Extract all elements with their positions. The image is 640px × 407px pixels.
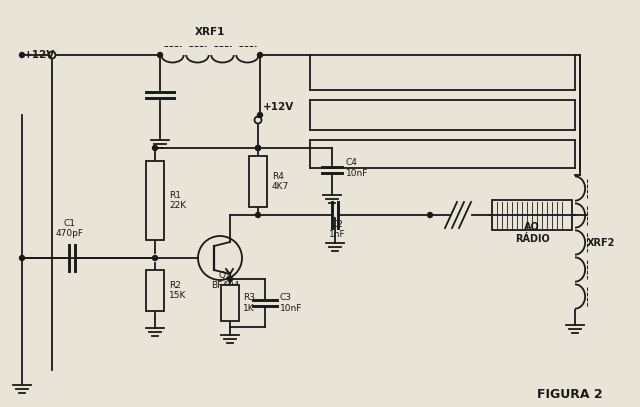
Circle shape [428, 212, 433, 217]
Circle shape [257, 53, 262, 57]
Text: R4
4K7: R4 4K7 [272, 172, 289, 191]
Text: +12V: +12V [24, 50, 55, 60]
Text: C2
1nF: C2 1nF [329, 220, 346, 239]
Text: XRF2: XRF2 [587, 238, 616, 247]
Text: R2
15K: R2 15K [169, 281, 186, 300]
Circle shape [152, 145, 157, 151]
Circle shape [152, 256, 157, 260]
Text: R3
1K: R3 1K [243, 293, 255, 313]
Text: +12V: +12V [263, 102, 294, 112]
Bar [221, 285, 239, 321]
Bar [249, 156, 267, 207]
Text: AO
RÁDIO: AO RÁDIO [515, 222, 549, 244]
Circle shape [227, 276, 232, 282]
Circle shape [19, 53, 24, 57]
Text: C3
10nF: C3 10nF [280, 293, 302, 313]
Text: FIGURA 2: FIGURA 2 [537, 389, 603, 401]
Text: Q1
BF494: Q1 BF494 [211, 271, 239, 290]
Circle shape [255, 145, 260, 151]
Bar [146, 161, 164, 241]
Circle shape [257, 112, 262, 118]
Text: C1
470pF: C1 470pF [56, 219, 84, 238]
Circle shape [255, 212, 260, 217]
Text: R1
22K: R1 22K [169, 191, 186, 210]
Text: C4
10nF: C4 10nF [346, 158, 369, 178]
Text: XRF1: XRF1 [195, 27, 225, 37]
Bar [492, 200, 572, 230]
Circle shape [157, 53, 163, 57]
Circle shape [255, 145, 260, 151]
Bar [146, 269, 164, 311]
Circle shape [19, 256, 24, 260]
